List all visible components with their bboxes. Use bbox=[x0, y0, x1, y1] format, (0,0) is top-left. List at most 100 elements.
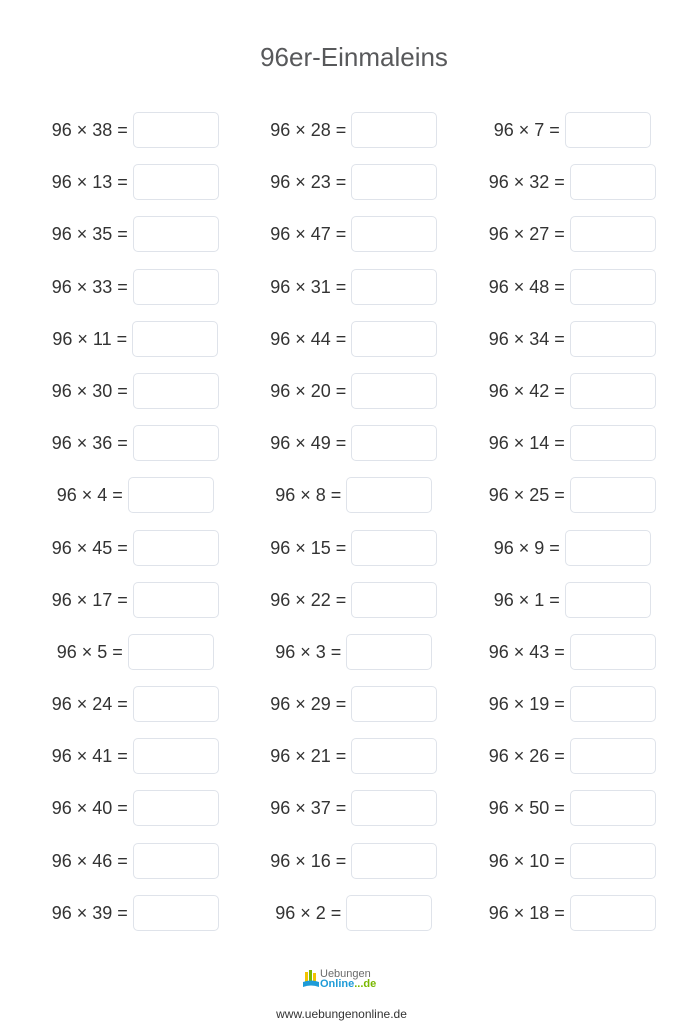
exercise-item: 96 × 41 = bbox=[26, 738, 245, 790]
answer-input[interactable] bbox=[346, 894, 433, 931]
equation-label: 96 × 8 = bbox=[275, 485, 342, 506]
equation-label: 96 × 18 = bbox=[488, 902, 565, 923]
equation-label: 96 × 11 = bbox=[52, 328, 128, 349]
exercise-item: 96 × 17 = bbox=[26, 581, 245, 634]
equation-label: 96 × 48 = bbox=[488, 276, 565, 297]
equation-label: 96 × 3 = bbox=[275, 641, 342, 662]
answer-input[interactable] bbox=[569, 686, 656, 723]
answer-input[interactable] bbox=[132, 686, 219, 723]
exercise-item: 96 × 39 = bbox=[26, 894, 245, 947]
answer-input[interactable] bbox=[132, 894, 219, 931]
answer-input[interactable] bbox=[132, 216, 219, 253]
exercise-item: 96 × 21 = bbox=[245, 738, 464, 790]
answer-input[interactable] bbox=[564, 581, 651, 618]
answer-input[interactable] bbox=[132, 425, 219, 462]
exercise-item: 96 × 14 = bbox=[463, 425, 682, 477]
answer-input[interactable] bbox=[564, 529, 651, 566]
equation-label: 96 × 4 = bbox=[56, 485, 123, 506]
equation-label: 96 × 26 = bbox=[488, 746, 565, 767]
equation-label: 96 × 30 = bbox=[51, 380, 128, 401]
exercise-item: 96 × 27 = bbox=[463, 216, 682, 268]
exercise-item: 96 × 43 = bbox=[463, 633, 682, 686]
answer-input[interactable] bbox=[132, 790, 219, 827]
equation-label: 96 × 34 = bbox=[488, 328, 565, 349]
answer-input[interactable] bbox=[569, 842, 656, 879]
answer-input[interactable] bbox=[127, 633, 214, 670]
equation-label: 96 × 25 = bbox=[488, 485, 565, 506]
answer-input[interactable] bbox=[351, 216, 438, 253]
equation-label: 96 × 1 = bbox=[493, 589, 560, 610]
equation-label: 96 × 39 = bbox=[51, 902, 128, 923]
answer-input[interactable] bbox=[351, 372, 438, 409]
answer-input[interactable] bbox=[569, 738, 656, 775]
equation-label: 96 × 47 = bbox=[270, 224, 347, 245]
answer-input[interactable] bbox=[132, 738, 219, 775]
equation-label: 96 × 28 = bbox=[270, 120, 347, 140]
answer-input[interactable] bbox=[569, 477, 656, 514]
exercise-item: 96 × 38 = bbox=[26, 112, 245, 164]
answer-input[interactable] bbox=[132, 320, 219, 357]
exercise-item: 96 × 7 = bbox=[463, 112, 682, 164]
answer-input[interactable] bbox=[127, 477, 214, 514]
answer-input[interactable] bbox=[346, 477, 433, 514]
answer-input[interactable] bbox=[569, 633, 656, 670]
equation-label: 96 × 27 = bbox=[488, 224, 565, 245]
equation-label: 96 × 5 = bbox=[56, 641, 123, 662]
answer-input[interactable] bbox=[351, 842, 438, 879]
answer-input[interactable] bbox=[132, 164, 219, 201]
exercise-item: 96 × 50 = bbox=[463, 790, 682, 842]
exercise-item: 96 × 31 = bbox=[245, 268, 464, 321]
equation-label: 96 × 33 = bbox=[51, 276, 128, 297]
exercise-item: 96 × 20 = bbox=[245, 372, 464, 425]
answer-input[interactable] bbox=[346, 633, 433, 670]
equation-label: 96 × 9 = bbox=[493, 537, 560, 558]
answer-input[interactable] bbox=[132, 372, 219, 409]
exercise-item: 96 × 5 = bbox=[26, 633, 245, 686]
answer-input[interactable] bbox=[351, 790, 438, 827]
exercise-item: 96 × 28 = bbox=[245, 112, 464, 164]
answer-input[interactable] bbox=[132, 842, 219, 879]
equation-label: 96 × 43 = bbox=[488, 641, 565, 662]
answer-input[interactable] bbox=[569, 894, 656, 931]
answer-input[interactable] bbox=[569, 164, 656, 201]
answer-input[interactable] bbox=[569, 320, 656, 357]
answer-input[interactable] bbox=[351, 738, 438, 775]
answer-input[interactable] bbox=[132, 268, 219, 305]
page-title: 96er-Einmaleins bbox=[260, 42, 448, 72]
exercise-item: 96 × 3 = bbox=[245, 633, 464, 686]
answer-input[interactable] bbox=[351, 529, 438, 566]
equation-label: 96 × 22 = bbox=[270, 589, 347, 610]
exercise-item: 96 × 32 = bbox=[463, 164, 682, 216]
answer-input[interactable] bbox=[351, 581, 438, 618]
answer-input[interactable] bbox=[351, 320, 438, 357]
exercise-item: 96 × 23 = bbox=[245, 164, 464, 216]
exercise-item: 96 × 48 = bbox=[463, 268, 682, 321]
exercise-item: 96 × 11 = bbox=[26, 320, 245, 373]
answer-input[interactable] bbox=[132, 581, 219, 618]
exercise-item: 96 × 35 = bbox=[26, 216, 245, 268]
answer-input[interactable] bbox=[351, 164, 438, 201]
answer-input[interactable] bbox=[351, 268, 438, 305]
answer-input[interactable] bbox=[132, 112, 219, 148]
answer-input[interactable] bbox=[351, 112, 438, 148]
equation-label: 96 × 49 = bbox=[270, 433, 347, 454]
answer-input[interactable] bbox=[132, 529, 219, 566]
exercise-item: 96 × 36 = bbox=[26, 425, 245, 477]
exercise-item: 96 × 26 = bbox=[463, 738, 682, 790]
answer-input[interactable] bbox=[569, 425, 656, 462]
exercise-grid: 96 × 38 = 96 × 28 = 96 × 7 = 96 × 13 = 96 × … bbox=[26, 112, 682, 947]
exercise-item: 96 × 40 = bbox=[26, 790, 245, 842]
exercise-item: 96 × 4 = bbox=[26, 477, 245, 529]
answer-input[interactable] bbox=[569, 372, 656, 409]
answer-input[interactable] bbox=[564, 112, 651, 148]
answer-input[interactable] bbox=[351, 425, 438, 462]
exercise-item: 96 × 34 = bbox=[463, 320, 682, 373]
answer-input[interactable] bbox=[569, 268, 656, 305]
answer-input[interactable] bbox=[569, 790, 656, 827]
exercise-item: 96 × 22 = bbox=[245, 581, 464, 634]
exercise-item: 96 × 9 = bbox=[463, 529, 682, 582]
answer-input[interactable] bbox=[351, 686, 438, 723]
website-url: www.uebungenonline.de bbox=[276, 1007, 407, 1021]
equation-label: 96 × 46 = bbox=[51, 850, 128, 871]
answer-input[interactable] bbox=[569, 216, 656, 253]
